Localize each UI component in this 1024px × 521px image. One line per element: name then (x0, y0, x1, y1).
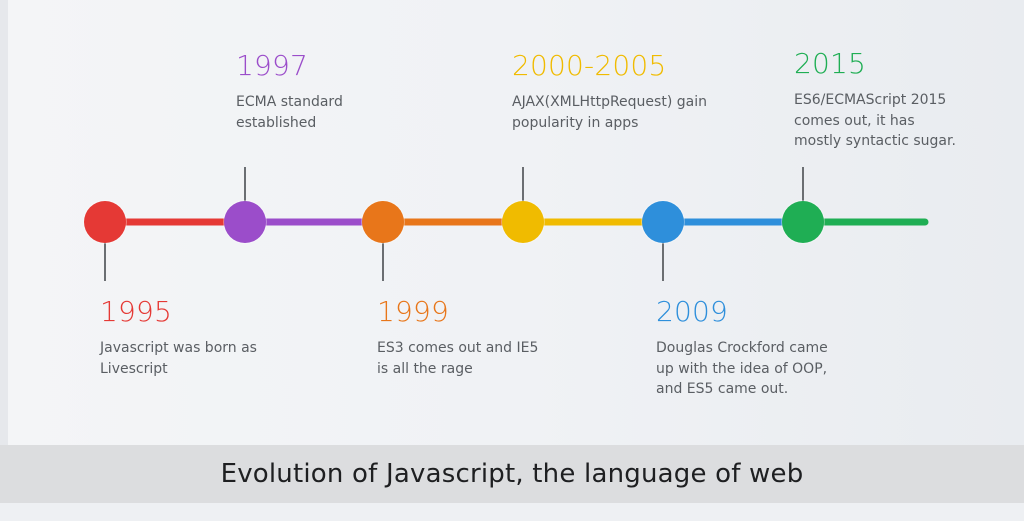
description-line: ES3 comes out and IE5 (377, 340, 539, 356)
description-line: established (236, 114, 317, 131)
milestone-label: 2015 ES6/ECMAScript 2015 comes out, it has… (794, 48, 956, 152)
description-line: and ES5 came out. (656, 381, 789, 397)
milestone-year: 2009 (656, 295, 729, 328)
milestone-description: ECMA standard established (236, 92, 343, 133)
caption-bar: Evolution of Javascript, the language of… (0, 445, 1024, 503)
description-line: ECMA standard (236, 94, 343, 110)
description-line: Javascript was born as (100, 340, 257, 356)
milestone-description: Douglas Crockford came up with the idea o… (656, 338, 828, 400)
milestone-year: 1999 (377, 295, 450, 328)
description-line: mostly syntactic sugar. (794, 133, 956, 149)
footer-strip (0, 503, 1024, 521)
caption-text: Evolution of Javascript, the language of… (220, 459, 804, 489)
milestone-label: 2009 Douglas Crockford came up with the id… (656, 296, 828, 400)
milestone-description: ES6/ECMAScript 2015 comes out, it has most… (794, 90, 956, 152)
description-line: Douglas Crockford came (656, 340, 828, 356)
milestone-year: 1997 (236, 49, 309, 82)
milestone-node (362, 201, 404, 243)
milestone-year: 2000-2005 (512, 49, 667, 82)
milestone-description: AJAX(XMLHttpRequest) gain popularity in a… (512, 92, 707, 133)
milestone-label: 1999 ES3 comes out and IE5 is all the rage (377, 296, 538, 379)
description-line: comes out, it has (794, 112, 915, 129)
milestone-node (642, 201, 684, 243)
milestone-label: 1997 ECMA standard established (236, 50, 343, 133)
milestone-label: 1995 Javascript was born as Livescript (100, 296, 257, 379)
milestone-label: 2000-2005 AJAX(XMLHttpRequest) gain popula… (512, 50, 707, 133)
milestone-node (782, 201, 824, 243)
description-line: AJAX(XMLHttpRequest) gain (512, 94, 707, 110)
timeline-graphic (83, 167, 929, 281)
milestone-node (502, 201, 544, 243)
description-line: ES6/ECMAScript 2015 (794, 92, 947, 108)
milestone-year: 2015 (794, 47, 867, 80)
description-line: up with the idea of OOP, (656, 360, 828, 377)
description-line: is all the rage (377, 360, 473, 377)
milestone-description: Javascript was born as Livescript (100, 338, 257, 379)
milestone-year: 1995 (100, 295, 173, 328)
milestone-description: ES3 comes out and IE5 is all the rage (377, 338, 538, 379)
milestone-node (224, 201, 266, 243)
left-edge-strip (0, 0, 8, 445)
milestone-node (84, 201, 126, 243)
description-line: Livescript (100, 360, 168, 377)
description-line: popularity in apps (512, 114, 639, 131)
